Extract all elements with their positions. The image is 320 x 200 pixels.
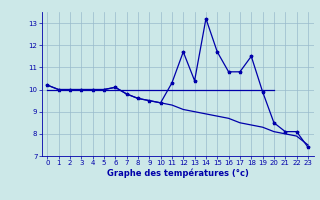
X-axis label: Graphe des températures (°c): Graphe des températures (°c) <box>107 169 249 178</box>
